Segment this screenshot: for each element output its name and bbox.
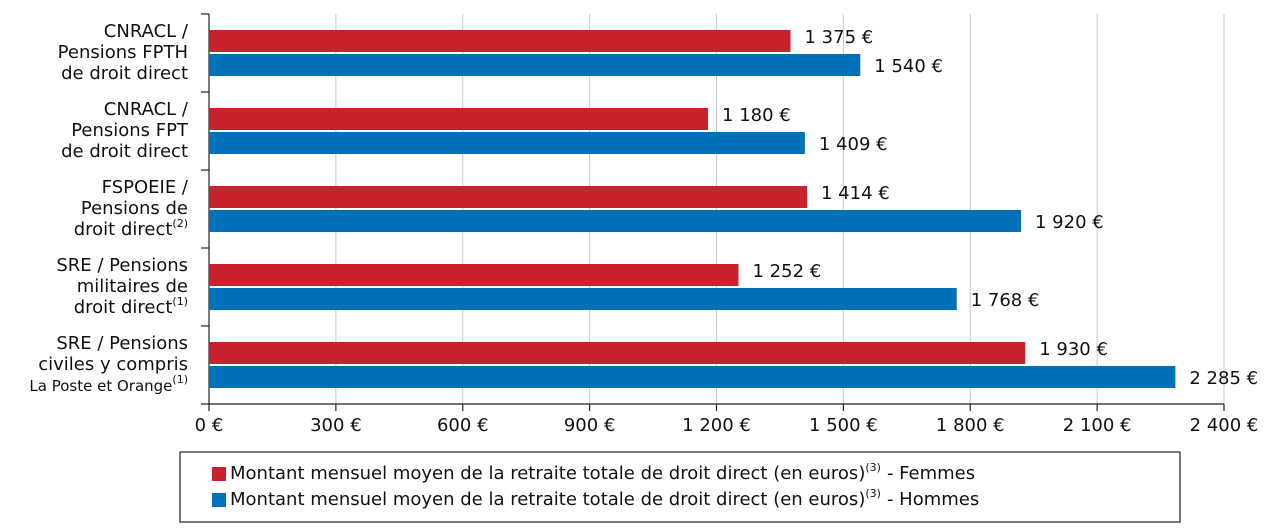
value-label: 1 920 €	[1035, 212, 1104, 233]
category-label-line: SRE / Pensions	[56, 333, 188, 354]
category-label-line: SRE / Pensions	[56, 255, 188, 276]
value-label: 1 375 €	[805, 27, 874, 48]
x-tick-label: 900 €	[564, 415, 616, 436]
bar	[209, 132, 805, 154]
category-label-line: Pensions FPTH	[58, 42, 188, 63]
category-label: droit direct(2)	[74, 217, 188, 240]
bar	[209, 210, 1021, 232]
category-label-line: de droit direct	[61, 141, 188, 162]
category-label: SRE / Pensions	[56, 255, 188, 276]
category-label: civiles y compris	[38, 354, 188, 375]
value-label: 2 285 €	[1189, 368, 1258, 389]
category-label: Pensions de	[81, 198, 188, 219]
value-label: 1 409 €	[819, 134, 888, 155]
category-label-line: militaires de	[77, 276, 188, 297]
x-tick-label: 1 500 €	[809, 415, 878, 436]
category-label-line: civiles y compris	[38, 354, 188, 375]
value-label: 1 930 €	[1039, 339, 1108, 360]
bar	[209, 342, 1026, 364]
bar	[209, 366, 1176, 388]
legend-label: Montant mensuel moyen de la retraite tot…	[230, 487, 979, 510]
bar	[209, 30, 791, 52]
category-label-line: FSPOEIE /	[102, 177, 189, 198]
legend-swatch	[212, 493, 226, 507]
value-label: 1 768 €	[971, 290, 1040, 311]
category-label-line: droit direct	[74, 297, 173, 318]
category-label: CNRACL /	[104, 21, 189, 42]
legend-note: (3)	[865, 461, 881, 474]
x-tick-label: 300 €	[310, 415, 362, 436]
legend-label: Montant mensuel moyen de la retraite tot…	[230, 461, 975, 484]
legend-box	[179, 451, 1181, 523]
bar	[209, 264, 739, 286]
category-label-line: de droit direct	[61, 63, 188, 84]
category-label-line: CNRACL /	[104, 21, 189, 42]
x-tick-label: 1 800 €	[936, 415, 1005, 436]
category-note: (1)	[172, 295, 188, 308]
value-label: 1 540 €	[874, 56, 943, 77]
category-label: Pensions FPT	[71, 120, 189, 141]
value-label: 1 252 €	[752, 261, 821, 282]
category-label: FSPOEIE /	[102, 177, 189, 198]
x-tick-label: 2 100 €	[1063, 415, 1132, 436]
category-label-line: Pensions FPT	[71, 120, 189, 141]
category-label: droit direct(1)	[74, 295, 188, 318]
bar	[209, 108, 709, 130]
bar	[209, 54, 861, 76]
legend-name: Montant mensuel moyen de la retraite tot…	[230, 463, 865, 484]
legend-suffix: - Femmes	[887, 463, 975, 484]
category-label-line: droit direct	[74, 219, 173, 240]
legend-swatch	[212, 467, 226, 481]
category-label: CNRACL /	[104, 99, 189, 120]
category-label: SRE / Pensions	[56, 333, 188, 354]
legend-name: Montant mensuel moyen de la retraite tot…	[230, 489, 865, 510]
x-tick-label: 1 200 €	[682, 415, 751, 436]
category-label: Pensions FPTH	[58, 42, 188, 63]
value-label: 1 414 €	[821, 183, 890, 204]
category-label-line: CNRACL /	[104, 99, 189, 120]
category-label-line: La Poste et Orange	[29, 377, 172, 395]
category-label: La Poste et Orange(1)	[29, 373, 188, 395]
category-note: (2)	[172, 217, 188, 230]
value-label: 1 180 €	[722, 105, 791, 126]
category-label: de droit direct	[61, 141, 188, 162]
category-label: militaires de	[77, 276, 188, 297]
x-tick-label: 2 400 €	[1190, 415, 1259, 436]
category-note: (1)	[172, 373, 188, 386]
bar	[209, 186, 808, 208]
legend-suffix: - Hommes	[887, 489, 979, 510]
category-label: de droit direct	[61, 63, 188, 84]
bar	[209, 288, 957, 310]
legend-note: (3)	[865, 487, 881, 500]
x-tick-label: 0 €	[195, 415, 224, 436]
category-label-line: Pensions de	[81, 198, 188, 219]
x-tick-label: 600 €	[437, 415, 489, 436]
